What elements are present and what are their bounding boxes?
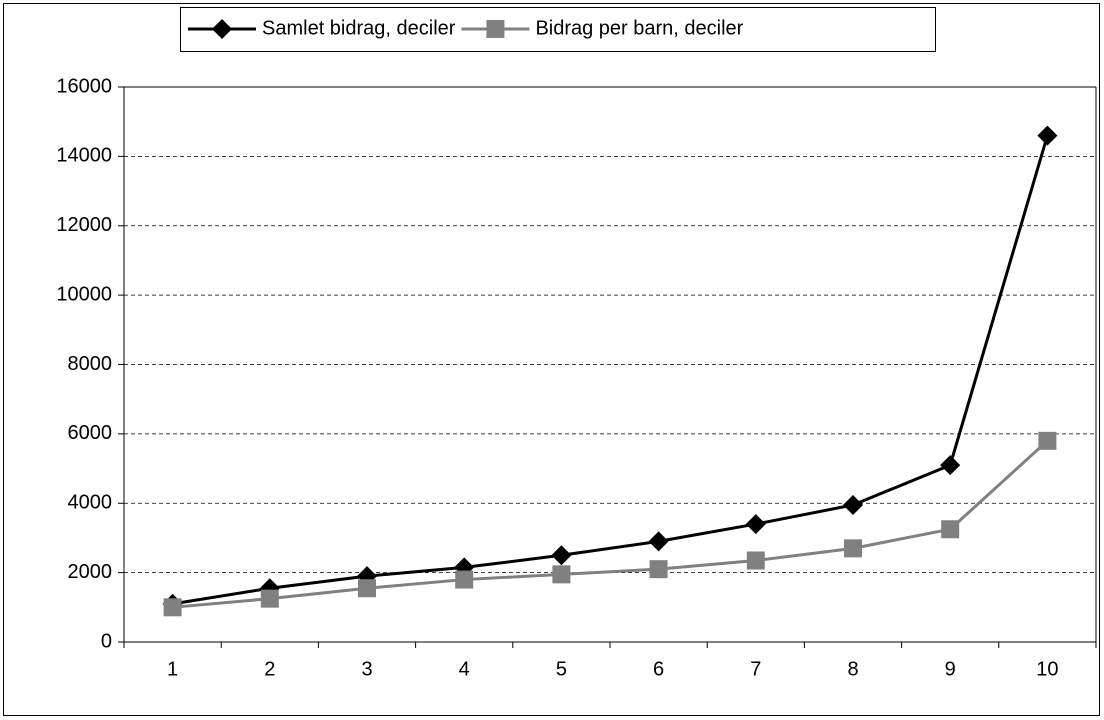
y-tick-label: 6000 <box>68 422 113 444</box>
data-point <box>163 598 182 617</box>
data-point <box>648 531 669 552</box>
x-tick-label: 8 <box>847 658 858 680</box>
legend-box <box>180 7 936 52</box>
x-tick-label: 5 <box>556 658 567 680</box>
data-point <box>940 455 961 476</box>
x-tick-label: 4 <box>459 658 470 680</box>
data-point <box>1037 125 1058 146</box>
x-tick-label: 2 <box>264 658 275 680</box>
legend-label: Samlet bidrag, deciler <box>262 17 456 39</box>
x-tick-label: 3 <box>361 658 372 680</box>
legend-marker <box>212 19 232 39</box>
x-tick-label: 9 <box>945 658 956 680</box>
data-point <box>552 565 571 584</box>
data-point <box>551 545 572 566</box>
chart-border <box>3 3 1100 716</box>
y-tick-label: 2000 <box>68 561 113 583</box>
data-point <box>260 589 279 608</box>
y-tick-label: 4000 <box>68 492 113 514</box>
y-tick-label: 10000 <box>56 283 112 305</box>
data-point <box>358 579 376 598</box>
y-tick-label: 8000 <box>68 353 113 375</box>
data-point <box>455 570 474 589</box>
x-tick-label: 7 <box>750 658 761 680</box>
data-point <box>745 514 766 535</box>
data-point <box>746 551 765 570</box>
data-point <box>1038 431 1057 450</box>
y-tick-label: 12000 <box>56 214 112 236</box>
y-tick-label: 0 <box>101 630 112 652</box>
data-point <box>843 494 863 515</box>
data-point <box>941 520 960 539</box>
x-tick-label: 1 <box>167 658 178 680</box>
series-line <box>172 439 1049 609</box>
x-tick-label: 10 <box>1036 658 1058 680</box>
data-point <box>844 539 862 558</box>
y-tick-label: 16000 <box>56 75 112 97</box>
x-tick-label: 6 <box>653 658 664 680</box>
legend-marker <box>486 20 505 38</box>
data-point <box>649 560 668 579</box>
series-line <box>172 135 1049 606</box>
y-tick-label: 14000 <box>56 145 112 167</box>
legend-label: Bidrag per barn, deciler <box>535 17 743 39</box>
